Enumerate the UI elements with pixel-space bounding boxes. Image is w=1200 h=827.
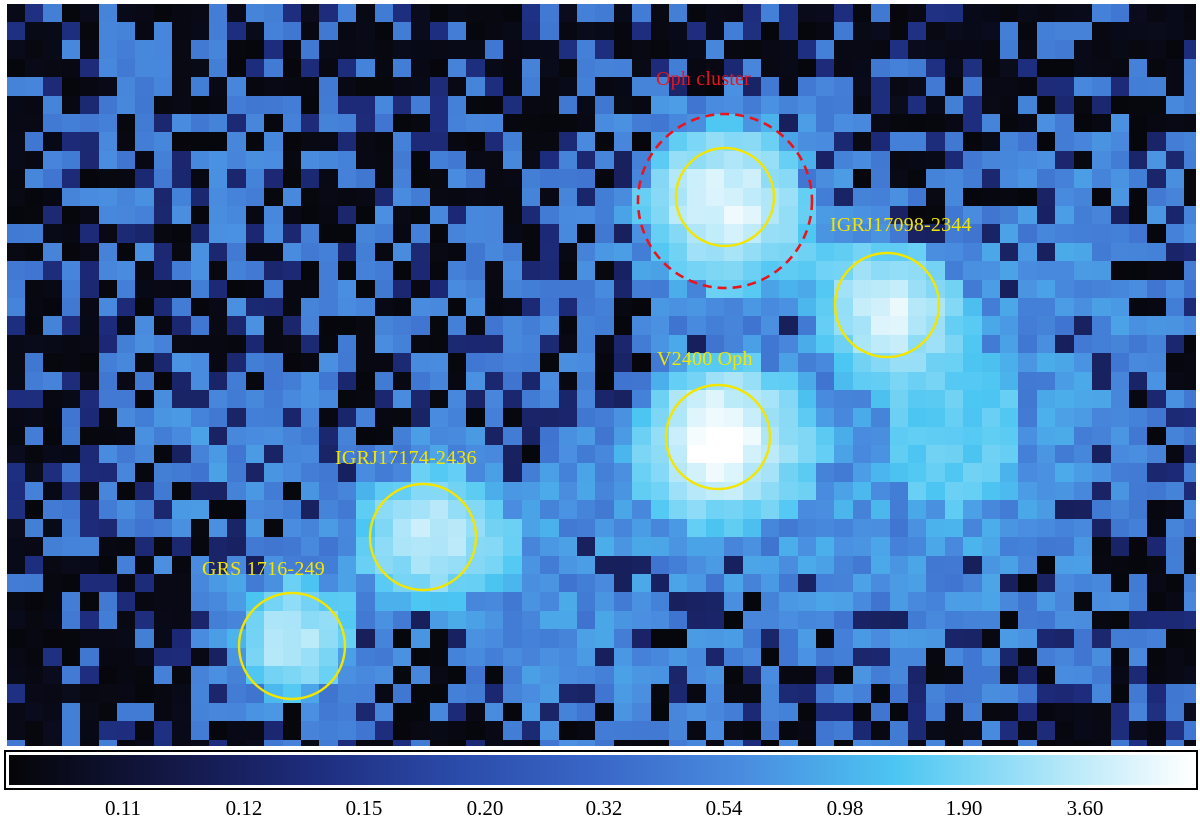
colorbar-tick-label: 0.20 <box>466 796 504 820</box>
colorbar-tick-label: 0.32 <box>585 796 623 820</box>
label-igrj17174: IGRJ17174-2436 <box>335 447 477 469</box>
colorbar-tick-label: 0.11 <box>105 796 141 820</box>
source-overlay <box>237 112 941 701</box>
colorbar-tick-label: 1.90 <box>945 796 983 820</box>
oph-cluster-core-circle <box>674 146 776 248</box>
v2400-oph-circle <box>664 383 772 491</box>
intensity-map-canvas <box>7 4 1196 746</box>
colorbar-tick-label: 0.54 <box>705 796 743 820</box>
colorbar-gradient <box>9 755 1193 785</box>
colorbar-tick-label: 3.60 <box>1066 796 1104 820</box>
colorbar-tick-label: 0.15 <box>345 796 383 820</box>
label-oph-cluster: Oph cluster <box>656 68 751 90</box>
colorbar <box>4 750 1198 790</box>
oph-cluster-region <box>636 112 814 290</box>
label-grs1716: GRS 1716-249 <box>202 558 325 580</box>
colorbar-tick-label: 0.98 <box>826 796 864 820</box>
igrj17174-circle <box>368 482 478 592</box>
label-igrj17098: IGRJ17098-2344 <box>830 214 972 236</box>
sky-map-image: Oph cluster IGRJ17098-2344 V2400 Oph IGR… <box>7 4 1196 746</box>
label-v2400-oph: V2400 Oph <box>657 348 753 370</box>
colorbar-tick-label: 0.12 <box>225 796 263 820</box>
grs1716-circle <box>237 591 347 701</box>
igrj17098-circle <box>833 251 941 359</box>
